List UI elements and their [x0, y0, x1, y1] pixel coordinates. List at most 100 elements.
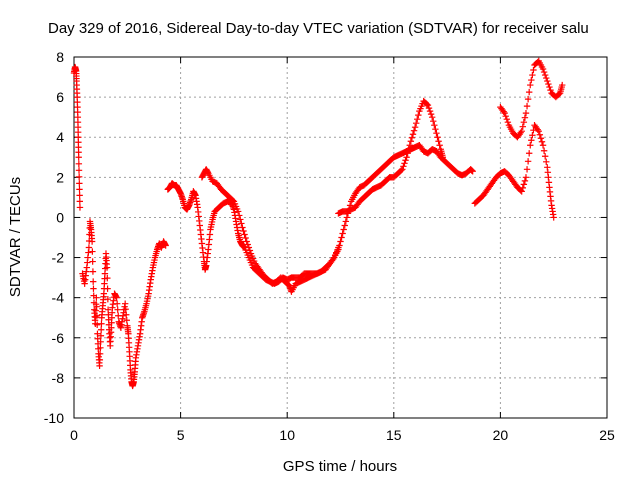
- data-point: [241, 231, 248, 238]
- data-point: [504, 118, 512, 126]
- axis-ticks: [73, 56, 608, 419]
- data-point: [405, 146, 412, 153]
- data-point: [540, 68, 548, 76]
- data-point: [406, 142, 413, 149]
- data-point: [237, 216, 244, 223]
- data-point: [234, 208, 242, 215]
- data-point: [544, 77, 551, 85]
- data-point: [411, 123, 419, 131]
- x-tick-label: 25: [599, 427, 615, 443]
- data-point: [519, 184, 526, 192]
- data-point: [520, 118, 528, 126]
- grid-lines: [74, 57, 607, 418]
- data-point: [98, 320, 105, 327]
- data-point: [414, 115, 421, 123]
- data-point: [121, 300, 129, 307]
- data-point: [89, 248, 96, 255]
- data-point: [523, 102, 531, 110]
- data-point: [431, 121, 438, 129]
- y-tick-label: -6: [52, 330, 65, 346]
- data-point: [400, 163, 407, 170]
- data-point: [96, 350, 104, 358]
- data-point: [398, 167, 405, 174]
- x-tick-labels: 0 5 10 15 20 25: [70, 427, 615, 443]
- data-point: [103, 264, 111, 271]
- data-point: [97, 332, 105, 339]
- data-point: [426, 107, 434, 115]
- data-point: [104, 295, 112, 303]
- x-tick-label: 0: [70, 427, 78, 443]
- data-point: [434, 134, 441, 141]
- data-point: [410, 127, 418, 134]
- x-tick-label: 5: [177, 427, 185, 443]
- data-point: [122, 305, 129, 313]
- data-point: [337, 238, 344, 245]
- data-point: [243, 238, 250, 245]
- data-point: [545, 80, 552, 88]
- data-point: [540, 147, 548, 154]
- data-point: [89, 278, 97, 285]
- y-tick-label: -2: [52, 250, 65, 266]
- data-point: [162, 242, 169, 249]
- data-point: [342, 218, 350, 225]
- data-point: [76, 204, 84, 211]
- x-tick-label: 15: [386, 427, 402, 443]
- y-tick-label: 0: [56, 209, 64, 225]
- data-point: [399, 166, 406, 173]
- data-point: [522, 109, 530, 117]
- data-point: [546, 83, 553, 91]
- data-point: [547, 86, 554, 94]
- data-point: [244, 241, 251, 248]
- data-point: [541, 153, 549, 160]
- data-point: [559, 81, 566, 89]
- data-point: [236, 212, 243, 219]
- data-point: [525, 88, 533, 96]
- data-point: [529, 71, 536, 79]
- data-point: [517, 129, 524, 136]
- data-point: [75, 154, 82, 161]
- data-point: [75, 160, 83, 167]
- data-point: [535, 128, 542, 135]
- y-tick-label: -8: [52, 370, 65, 386]
- data-point: [539, 142, 547, 149]
- x-tick-label: 10: [279, 427, 295, 443]
- y-tick-label: 8: [56, 49, 64, 65]
- y-tick-label: -4: [52, 290, 65, 306]
- data-point: [427, 110, 435, 118]
- data-point: [89, 258, 96, 265]
- data-point: [123, 317, 130, 324]
- data-point: [412, 119, 420, 127]
- data-point: [75, 167, 83, 174]
- data-point: [523, 166, 531, 173]
- data-point: [336, 242, 343, 249]
- data-point: [518, 188, 525, 195]
- data-point: [543, 158, 550, 165]
- data-point: [75, 173, 83, 181]
- data-point: [113, 300, 121, 307]
- data-point: [433, 130, 440, 137]
- data-point: [402, 157, 409, 164]
- data-point: [113, 294, 120, 301]
- data-point: [520, 181, 528, 188]
- data-point: [435, 138, 442, 145]
- data-point: [343, 214, 351, 221]
- data-point: [408, 134, 416, 141]
- y-axis-title: SDTVAR / TECUs: [7, 177, 24, 297]
- data-point: [530, 66, 537, 74]
- data-point: [88, 238, 96, 245]
- data-point: [239, 224, 246, 231]
- data-point: [534, 126, 541, 133]
- data-point: [519, 123, 526, 130]
- data-point: [415, 111, 422, 119]
- x-tick-label: 20: [493, 427, 509, 443]
- data-point: [541, 71, 549, 79]
- data-point: [97, 338, 104, 345]
- data-point: [93, 312, 101, 319]
- data-point: [432, 126, 439, 133]
- data-points: [70, 57, 566, 390]
- data-point: [536, 131, 544, 138]
- data-point: [341, 222, 348, 229]
- y-tick-label: 4: [56, 129, 64, 145]
- data-point: [242, 234, 249, 242]
- data-point: [500, 108, 507, 115]
